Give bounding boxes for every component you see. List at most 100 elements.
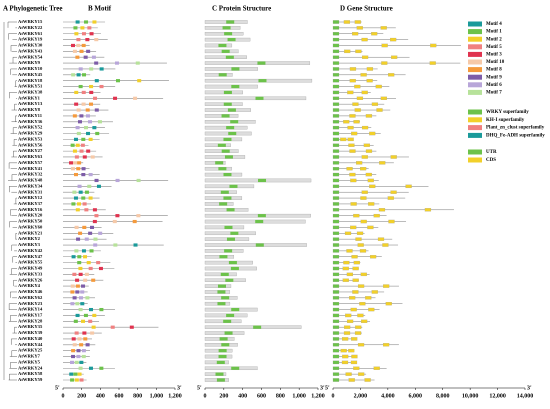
tick-label: 400 — [238, 393, 247, 399]
gene-label: AtWRKY38 — [18, 89, 43, 94]
gene-exon — [368, 202, 375, 206]
protein-domain — [217, 284, 226, 288]
gene-exon — [346, 272, 354, 277]
gene-exon — [332, 78, 340, 83]
gene-exon — [361, 190, 368, 194]
gene-exon — [359, 167, 367, 171]
protein-bar — [204, 272, 237, 277]
tick-label: 800 — [133, 393, 142, 399]
motif-box — [71, 337, 76, 341]
protein-domain — [222, 26, 231, 30]
motif-box — [133, 243, 138, 247]
motif-box — [74, 32, 79, 36]
protein-domain — [255, 96, 264, 100]
motif-box — [112, 219, 117, 224]
motif-box — [88, 231, 93, 235]
gene-label: AtWRKY25 — [18, 348, 43, 353]
motif-box — [78, 266, 83, 271]
gene-exon — [332, 143, 340, 147]
gene-exon — [332, 243, 340, 247]
protein-domain — [253, 325, 262, 329]
gene-exon — [385, 302, 392, 306]
motif-box — [74, 331, 79, 335]
gene-label: AtWRKY47 — [18, 254, 43, 259]
gene-exon — [391, 55, 398, 59]
protein-domain — [223, 196, 232, 200]
motif-box — [93, 243, 98, 247]
motif-box — [72, 149, 77, 153]
gene-exon — [332, 290, 340, 294]
gene-exon — [373, 213, 380, 218]
motif-box — [70, 284, 75, 288]
gene-exon — [356, 231, 364, 235]
tick-label: 14,000 — [517, 393, 534, 399]
motif-box — [81, 319, 86, 323]
gene-label: AtWRKY40 — [18, 336, 43, 341]
gene-exon — [332, 307, 340, 312]
tick-label: 4,000 — [381, 393, 395, 399]
motif-box — [92, 219, 97, 224]
gene-exon — [363, 143, 370, 147]
motif-box — [70, 143, 75, 147]
motif-box — [94, 38, 99, 42]
axis-end: 3' — [177, 385, 182, 391]
gene-exon — [357, 243, 364, 247]
axis-end: 3' — [527, 385, 532, 391]
motif-box — [132, 219, 137, 224]
motif-box — [136, 178, 141, 183]
motif-box — [89, 84, 94, 89]
legend-label: Motif 3 — [486, 53, 502, 58]
gene-exon — [332, 84, 340, 89]
gene-label: AtWRKY10 — [18, 66, 43, 71]
motif-box — [137, 79, 142, 83]
motif-box — [73, 137, 78, 141]
gene-exon — [429, 61, 436, 65]
motif-box — [88, 172, 93, 177]
protein-domain — [221, 149, 230, 153]
legend-label: WRKY superfamily — [486, 110, 529, 115]
motif-box — [74, 249, 79, 253]
gene-exon — [353, 260, 360, 265]
gene-exon — [361, 90, 368, 95]
gene-label: AtWRKY55 — [18, 260, 43, 265]
protein-domain — [224, 249, 233, 253]
gene-label: AtWRKY3 — [18, 242, 41, 247]
legend-label: KH-I superfamily — [486, 118, 525, 123]
gene-exon — [355, 325, 362, 329]
gene-exon — [332, 37, 340, 42]
gene-label: AtWRKY46 — [18, 289, 43, 294]
gene-exon — [332, 131, 340, 136]
panel-title: B Motif — [88, 5, 112, 13]
motif-box — [93, 96, 98, 100]
protein-domain — [226, 20, 235, 24]
motif-box — [75, 290, 80, 294]
motif-box — [82, 225, 87, 230]
gene-label: AtWRKY23 — [18, 301, 43, 306]
legend-label: Motif 6 — [486, 83, 502, 88]
motif-box — [90, 331, 95, 335]
gene-label: AtWRKY57 — [18, 160, 43, 165]
legend-swatch — [468, 82, 482, 88]
protein-domain — [226, 237, 235, 241]
gene-label: AtWRKY1 — [18, 95, 41, 100]
motif-box — [71, 202, 76, 206]
gene-exon — [332, 213, 340, 218]
legend-swatch — [468, 89, 482, 95]
gene-exon — [332, 208, 340, 212]
gene-exon — [365, 296, 372, 300]
gene-label: AtWRKY4 — [18, 283, 41, 288]
motif-box — [81, 349, 86, 353]
protein-domain — [216, 360, 225, 364]
gene-exon — [340, 348, 347, 353]
gene-exon — [332, 190, 340, 194]
motif-box — [89, 90, 94, 95]
gene-exon — [344, 49, 351, 54]
motif-box — [86, 131, 91, 136]
gene-exon — [332, 20, 340, 24]
protein-domain — [231, 307, 240, 312]
gene-label: AtWRKY26 — [18, 277, 43, 282]
protein-domain — [257, 214, 266, 218]
motif-box — [74, 155, 79, 159]
gene-exon — [360, 196, 367, 200]
axis-end: 5' — [197, 385, 202, 391]
